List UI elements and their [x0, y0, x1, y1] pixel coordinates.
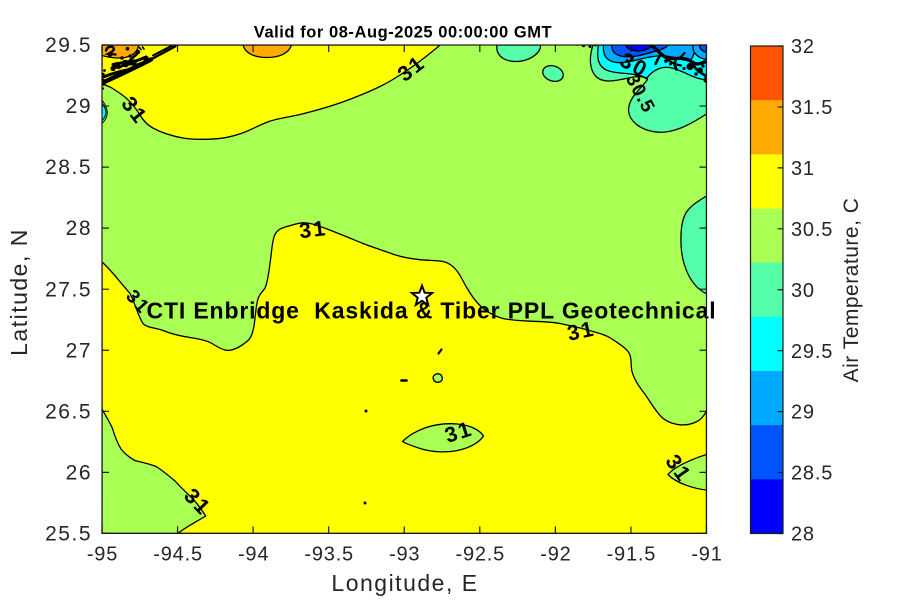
svg-text:CTI Enbridge Kaskida & Tiber: CTI Enbridge Kaskida & Tiber PPL Geotech…: [147, 298, 717, 324]
svg-text:-93.5: -93.5: [304, 544, 354, 566]
svg-text:-94.5: -94.5: [153, 544, 203, 566]
svg-text:29.5: 29.5: [45, 34, 92, 57]
svg-text:31: 31: [565, 317, 597, 346]
svg-text:26.5: 26.5: [45, 400, 92, 423]
svg-text:27: 27: [66, 339, 92, 362]
svg-text:-93: -93: [389, 544, 420, 566]
svg-text:25.5: 25.5: [45, 523, 92, 546]
svg-text:31: 31: [298, 216, 329, 243]
svg-text:27.5: 27.5: [45, 278, 92, 301]
svg-text:-94: -94: [238, 544, 269, 566]
svg-text:32: 32: [791, 36, 815, 58]
svg-text:-92: -92: [540, 544, 571, 566]
svg-text:28.5: 28.5: [791, 463, 833, 485]
svg-text:31: 31: [791, 158, 815, 180]
svg-text:28: 28: [791, 524, 815, 546]
svg-text:29.5: 29.5: [791, 341, 833, 363]
svg-text:-92.5: -92.5: [456, 544, 506, 566]
svg-text:-91: -91: [691, 544, 722, 566]
svg-text:29: 29: [66, 95, 92, 118]
svg-text:30.5: 30.5: [791, 219, 833, 241]
svg-text:Latitude, N: Latitude, N: [6, 228, 32, 356]
svg-text:-91.5: -91.5: [607, 544, 657, 566]
svg-text:-95: -95: [87, 544, 118, 566]
svg-text:29: 29: [791, 402, 815, 424]
svg-text:Longitude, E: Longitude, E: [331, 570, 478, 596]
svg-text:26: 26: [66, 461, 92, 484]
svg-text:Air Temperature, C: Air Temperature, C: [840, 198, 863, 383]
svg-text:31.5: 31.5: [791, 97, 833, 119]
svg-text:30: 30: [791, 280, 815, 302]
svg-text:28.5: 28.5: [45, 156, 92, 179]
svg-text:Valid for 08-Aug-2025 00:00:00: Valid for 08-Aug-2025 00:00:00 GMT: [254, 24, 552, 42]
svg-text:28: 28: [66, 217, 92, 240]
